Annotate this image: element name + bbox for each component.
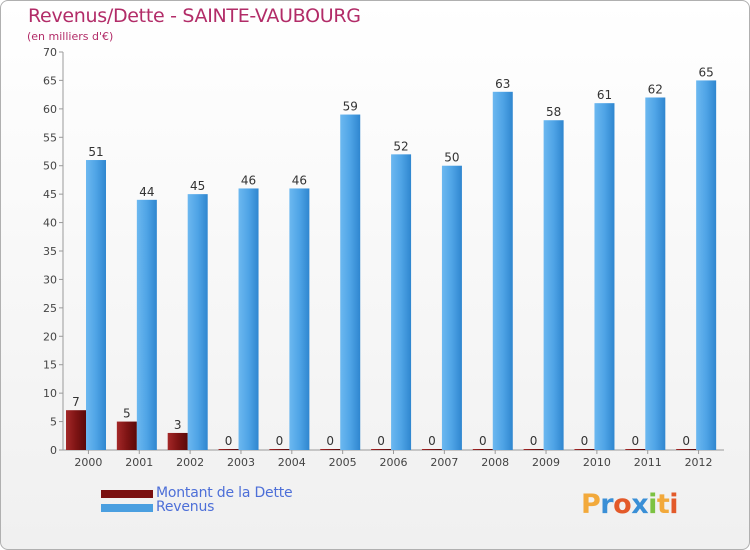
bar-dette bbox=[625, 449, 646, 450]
y-tick-label: 45 bbox=[43, 188, 57, 201]
logo-letter: P bbox=[581, 489, 601, 520]
legend-label-revenus: Revenus bbox=[156, 499, 215, 515]
bar-dette bbox=[676, 449, 697, 450]
y-tick-label: 40 bbox=[43, 217, 57, 230]
logo-letter: i bbox=[669, 489, 679, 520]
data-label-revenus: 44 bbox=[139, 185, 154, 199]
logo-letter: t bbox=[656, 489, 670, 520]
x-tick-label: 2011 bbox=[634, 456, 662, 469]
bar-revenus bbox=[187, 194, 208, 450]
x-tick-label: 2008 bbox=[481, 456, 509, 469]
data-label-revenus: 46 bbox=[292, 173, 307, 187]
data-label-revenus: 50 bbox=[444, 151, 459, 165]
bar-revenus bbox=[340, 114, 361, 451]
proxiti-logo: Proxiti bbox=[581, 489, 679, 520]
bar-dette bbox=[523, 449, 544, 450]
bar-revenus bbox=[238, 188, 259, 450]
x-tick-label: 2001 bbox=[125, 456, 153, 469]
y-tick-label: 25 bbox=[43, 302, 57, 315]
data-label-revenus: 65 bbox=[699, 65, 714, 79]
x-tick-label: 2007 bbox=[430, 456, 458, 469]
legend-swatch-revenus bbox=[101, 504, 153, 512]
legend-label-dette: Montant de la Dette bbox=[156, 485, 293, 501]
y-tick-label: 65 bbox=[43, 74, 57, 87]
bar-dette bbox=[269, 449, 290, 450]
bar-dette bbox=[421, 449, 442, 450]
x-tick-label: 2003 bbox=[227, 456, 255, 469]
data-label-revenus: 52 bbox=[393, 139, 408, 153]
y-tick-label: 5 bbox=[50, 416, 57, 429]
bar-dette bbox=[167, 432, 188, 450]
data-label-dette: 0 bbox=[377, 434, 385, 448]
y-tick-label: 0 bbox=[50, 444, 57, 457]
bar-dette bbox=[574, 449, 595, 450]
bar-revenus bbox=[543, 120, 564, 450]
data-label-dette: 0 bbox=[225, 434, 233, 448]
x-tick-label: 2006 bbox=[380, 456, 408, 469]
chart-title: Revenus/Dette - SAINTE-VAUBOURG bbox=[28, 5, 361, 27]
data-label-dette: 0 bbox=[276, 434, 284, 448]
data-label-dette: 5 bbox=[123, 407, 131, 421]
bar-dette bbox=[472, 449, 493, 450]
data-label-revenus: 61 bbox=[597, 88, 612, 102]
data-label-revenus: 59 bbox=[343, 100, 358, 114]
data-label-revenus: 62 bbox=[648, 82, 663, 96]
y-tick-label: 20 bbox=[43, 330, 57, 343]
x-tick-label: 2000 bbox=[74, 456, 102, 469]
data-label-revenus: 63 bbox=[495, 77, 510, 91]
bar-dette bbox=[371, 449, 392, 450]
data-label-dette: 0 bbox=[682, 434, 690, 448]
y-tick-label: 35 bbox=[43, 245, 57, 258]
bar-revenus bbox=[391, 154, 412, 451]
data-label-dette: 7 bbox=[72, 395, 80, 409]
bar-dette bbox=[116, 421, 137, 450]
y-tick-label: 70 bbox=[43, 46, 57, 59]
bar-revenus bbox=[594, 103, 615, 451]
data-label-revenus: 51 bbox=[88, 145, 103, 159]
data-label-dette: 0 bbox=[530, 434, 538, 448]
data-label-revenus: 45 bbox=[190, 179, 205, 193]
bar-revenus bbox=[289, 188, 310, 450]
x-tick-label: 2002 bbox=[176, 456, 204, 469]
bar-revenus bbox=[696, 80, 717, 450]
chart-subtitle: (en milliers d'€) bbox=[27, 30, 114, 43]
y-tick-label: 60 bbox=[43, 103, 57, 116]
bar-revenus bbox=[136, 199, 157, 450]
legend-swatch-dette bbox=[101, 490, 153, 498]
bar-dette bbox=[218, 449, 239, 450]
bar-revenus bbox=[645, 97, 666, 450]
bar-revenus bbox=[441, 165, 462, 450]
x-tick-label: 2012 bbox=[685, 456, 713, 469]
bar-dette bbox=[66, 410, 86, 450]
logo-letter: r bbox=[600, 489, 614, 520]
logo-letter: o bbox=[613, 489, 632, 520]
bar-dette bbox=[320, 449, 341, 450]
x-tick-label: 2009 bbox=[532, 456, 560, 469]
y-tick-label: 10 bbox=[43, 387, 57, 400]
data-label-dette: 3 bbox=[174, 418, 182, 432]
y-tick-label: 50 bbox=[43, 160, 57, 173]
bar-revenus bbox=[492, 91, 513, 451]
logo-letter: i bbox=[648, 489, 657, 520]
data-label-revenus: 58 bbox=[546, 105, 561, 119]
bar-revenus bbox=[86, 160, 106, 450]
x-tick-label: 2004 bbox=[278, 456, 306, 469]
data-label-dette: 0 bbox=[428, 434, 436, 448]
data-label-dette: 0 bbox=[479, 434, 487, 448]
data-label-dette: 0 bbox=[581, 434, 589, 448]
x-tick-label: 2005 bbox=[329, 456, 357, 469]
y-tick-label: 55 bbox=[43, 131, 57, 144]
logo-letter: x bbox=[631, 489, 649, 520]
y-tick-label: 15 bbox=[43, 359, 57, 372]
data-label-dette: 0 bbox=[326, 434, 334, 448]
y-tick-label: 30 bbox=[43, 273, 57, 286]
data-label-dette: 0 bbox=[631, 434, 639, 448]
x-tick-label: 2010 bbox=[583, 456, 611, 469]
data-label-revenus: 46 bbox=[241, 173, 256, 187]
